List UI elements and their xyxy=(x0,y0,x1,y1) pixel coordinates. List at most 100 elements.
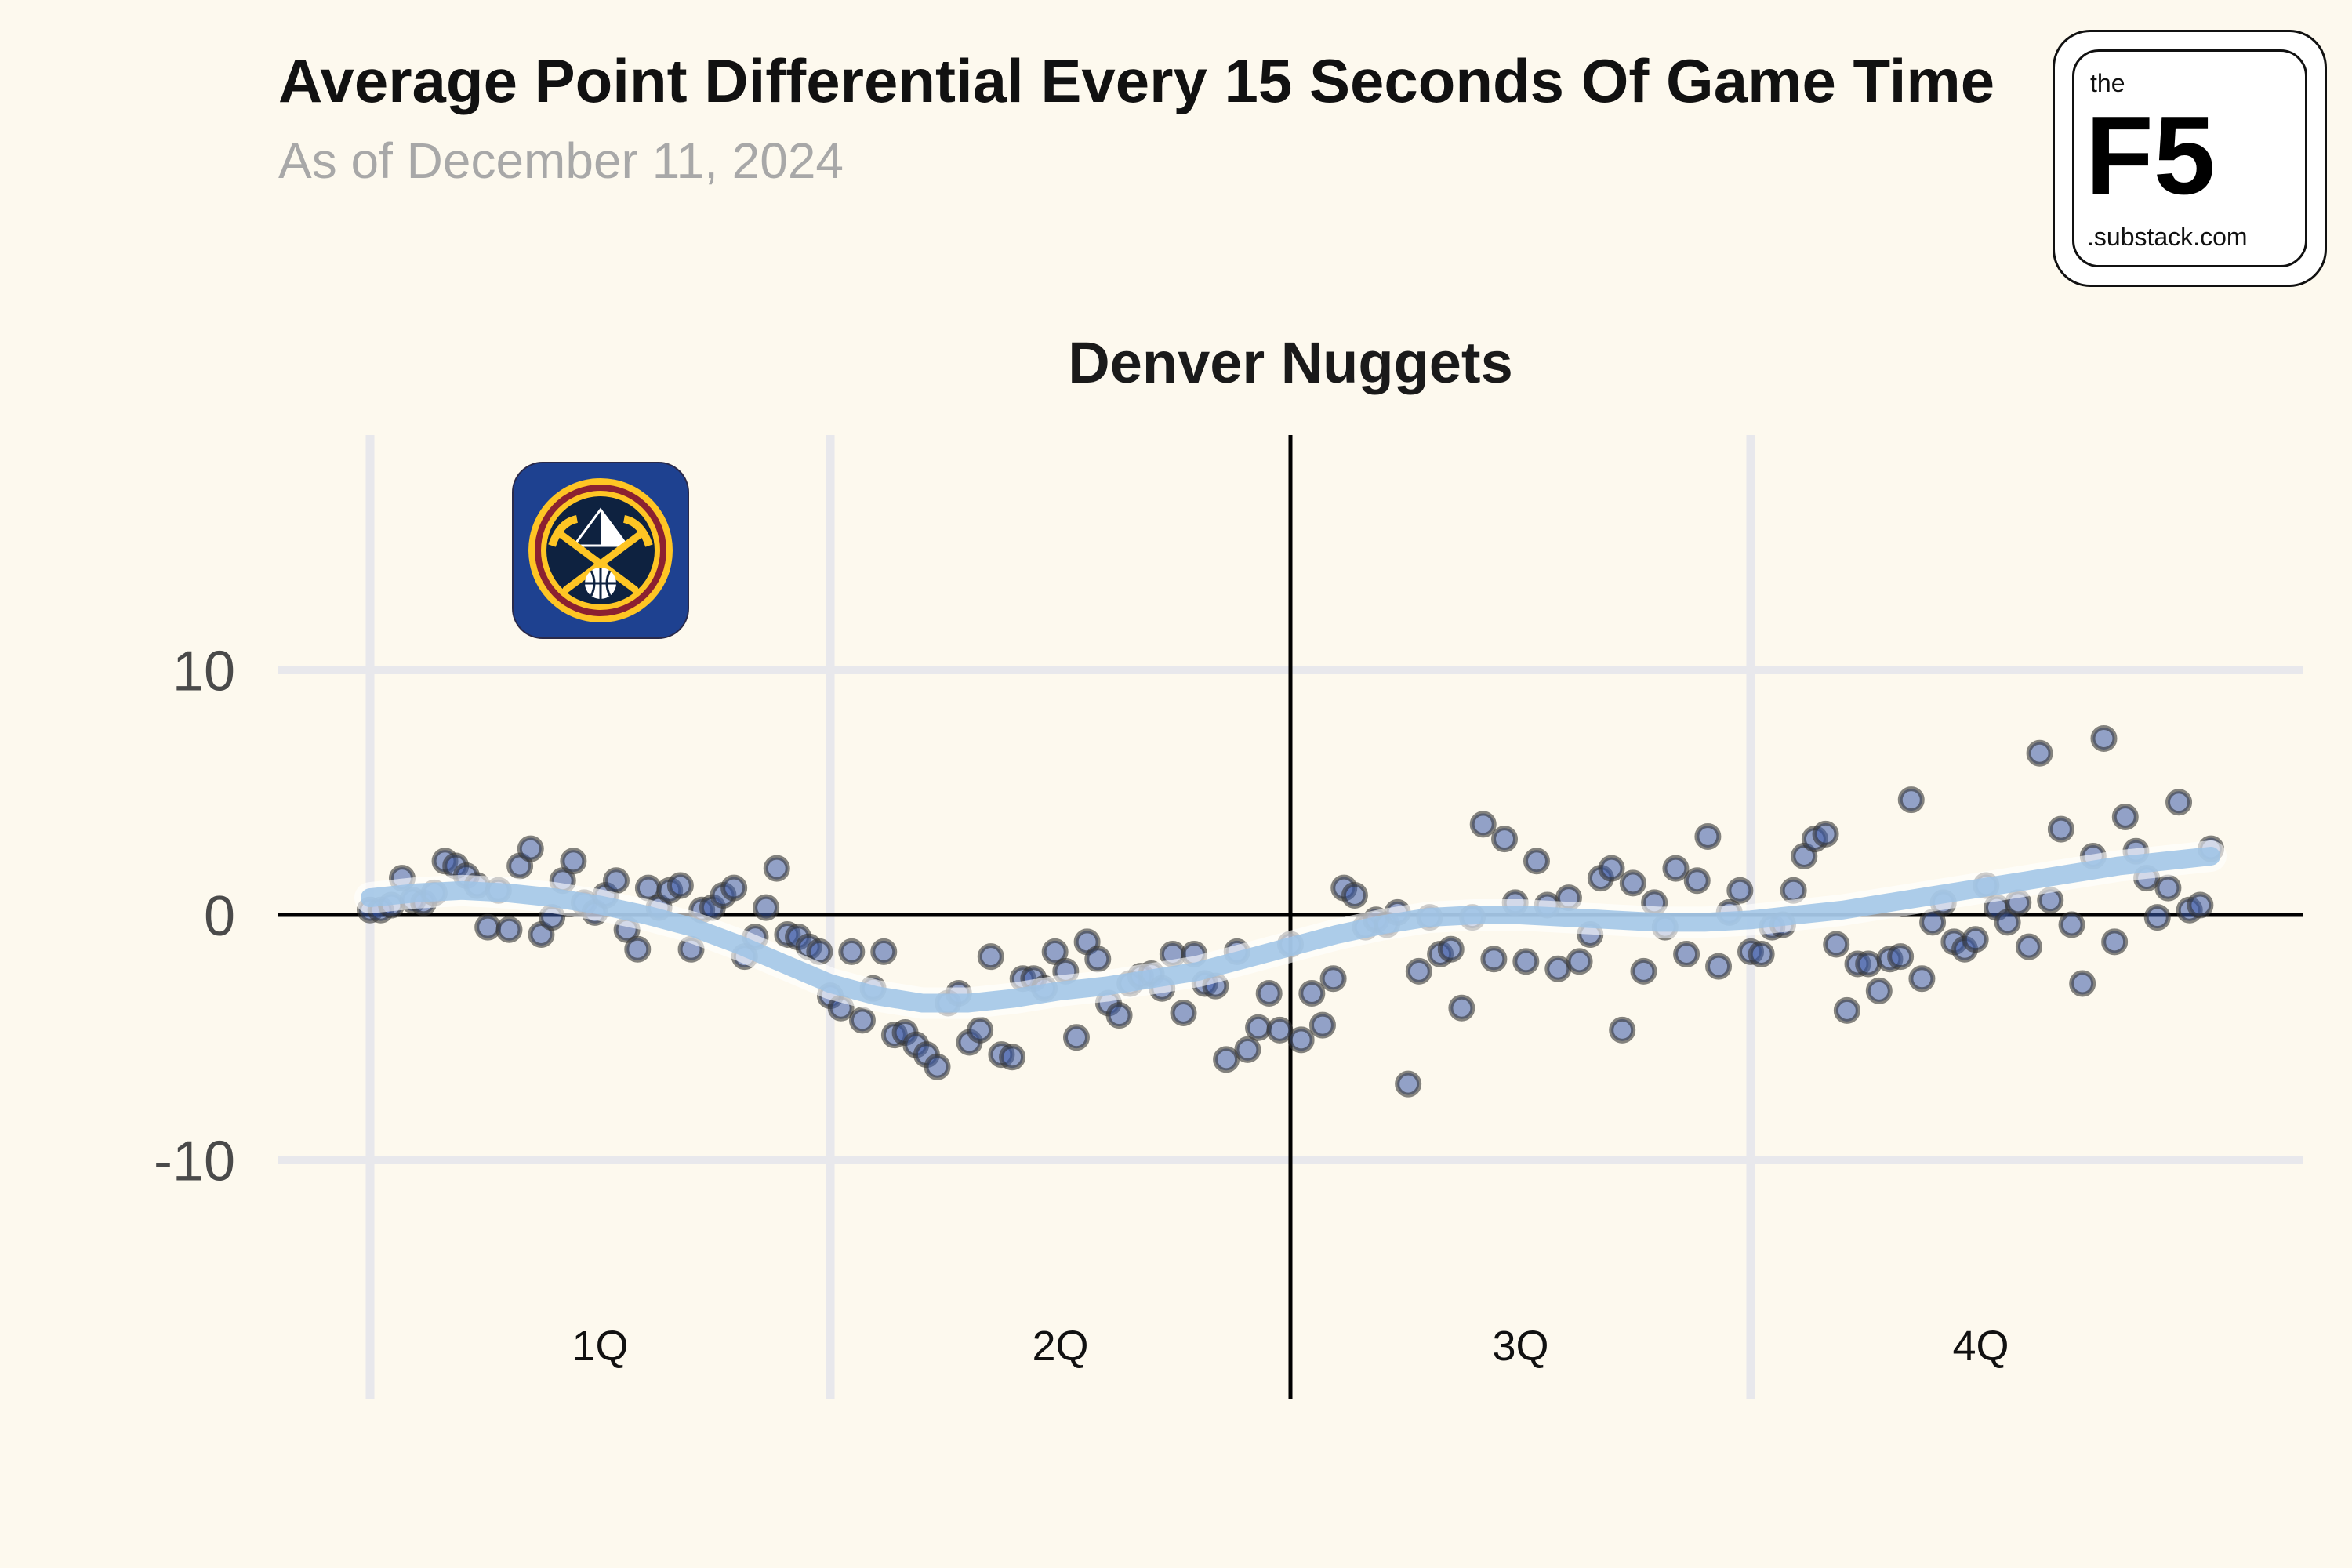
data-point xyxy=(474,913,502,941)
data-point xyxy=(2090,725,2118,752)
data-point xyxy=(1683,867,1711,895)
trend-line-path xyxy=(361,847,2220,1013)
data-point xyxy=(1994,909,2021,936)
y-tick-label: 0 xyxy=(204,885,235,948)
data-point xyxy=(967,1016,994,1044)
data-point xyxy=(1245,1014,1272,1041)
data-point xyxy=(1705,953,1733,980)
data-point xyxy=(2154,874,2182,902)
data-point xyxy=(2143,904,2171,931)
data-point xyxy=(1694,823,1722,850)
data-point xyxy=(1630,957,1657,985)
data-point xyxy=(1897,786,1925,814)
data-point xyxy=(560,848,587,875)
data-point xyxy=(763,855,790,882)
data-point xyxy=(1213,1046,1240,1073)
data-point xyxy=(870,938,898,965)
quarter-label: 3Q xyxy=(1492,1323,1548,1370)
data-point xyxy=(2058,911,2085,938)
data-point xyxy=(753,894,780,921)
data-point xyxy=(1491,826,1519,853)
data-point xyxy=(1748,941,1775,967)
data-point xyxy=(1726,877,1754,904)
y-tick-label: 10 xyxy=(172,641,235,703)
data-point xyxy=(838,938,866,965)
denver-nuggets-logo xyxy=(512,462,689,639)
data-point xyxy=(1544,955,1572,982)
data-point xyxy=(2111,804,2139,830)
data-point xyxy=(720,874,748,902)
data-point xyxy=(848,1007,876,1034)
data-point xyxy=(1865,977,1893,1004)
data-point xyxy=(1780,877,1807,904)
data-point xyxy=(624,935,652,963)
data-point xyxy=(1105,1002,1133,1029)
data-point xyxy=(2026,739,2053,767)
data-point xyxy=(2069,970,2096,997)
logo-the-text: the xyxy=(2090,69,2125,97)
data-point xyxy=(1437,935,1465,963)
data-point xyxy=(1287,1026,1315,1054)
data-point xyxy=(1308,1011,1336,1039)
data-point xyxy=(1448,994,1475,1022)
data-point xyxy=(1170,1000,1197,1026)
data-point xyxy=(1512,948,1540,975)
data-point xyxy=(1255,980,1283,1007)
quarter-label: 4Q xyxy=(1952,1323,2009,1370)
data-point xyxy=(1887,943,1915,971)
trend-line xyxy=(354,840,2227,1019)
chart-date-subtitle: As of December 11, 2024 xyxy=(278,132,844,189)
data-point xyxy=(1823,931,1850,958)
data-point xyxy=(1673,941,1700,967)
y-tick-label: -10 xyxy=(154,1131,235,1193)
axis-labels: -10 0 10 1Q 2Q 3Q 4Q xyxy=(154,641,2009,1370)
mountain-snow xyxy=(601,510,627,546)
data-point xyxy=(1234,1036,1261,1063)
pickaxe-head xyxy=(548,515,579,547)
data-point xyxy=(2101,928,2129,956)
data-point xyxy=(2015,933,2042,960)
data-point xyxy=(2047,815,2074,843)
data-point xyxy=(1341,882,1368,909)
logo-domain-text: .substack.com xyxy=(2087,223,2248,251)
scatter-points xyxy=(357,725,2224,1098)
data-point xyxy=(1266,1016,1294,1044)
data-point xyxy=(1298,980,1326,1007)
data-point xyxy=(1405,957,1432,985)
data-point xyxy=(1395,1070,1422,1098)
data-point xyxy=(1662,855,1690,882)
basketball-seams xyxy=(585,568,616,599)
data-point xyxy=(666,872,694,899)
data-point xyxy=(517,835,544,862)
data-point xyxy=(1598,855,1625,882)
data-point xyxy=(1469,811,1497,838)
data-point xyxy=(1084,946,1112,973)
chart-main-title: Average Point Differential Every 15 Seco… xyxy=(278,46,1995,115)
pickaxe-head xyxy=(622,515,653,547)
data-point xyxy=(602,867,630,895)
data-point xyxy=(1833,996,1860,1024)
data-point xyxy=(1609,1016,1636,1044)
data-point xyxy=(999,1044,1026,1071)
data-point xyxy=(1062,1024,1090,1051)
logo-inner-frame: the F5 .substack.com xyxy=(2072,49,2307,267)
data-point xyxy=(495,916,523,943)
data-point xyxy=(977,943,1004,971)
team-chart-title: Denver Nuggets xyxy=(1068,330,1512,395)
data-point xyxy=(1855,950,1882,978)
pickaxe-icon xyxy=(562,531,644,593)
f5-substack-logo: the F5 .substack.com xyxy=(2053,30,2327,287)
quarter-label: 1Q xyxy=(572,1323,628,1370)
data-point xyxy=(1812,820,1839,848)
data-point xyxy=(1041,938,1069,965)
data-point xyxy=(1908,965,1936,993)
quarter-label: 2Q xyxy=(1032,1323,1088,1370)
data-point xyxy=(2187,891,2214,919)
data-point xyxy=(1566,948,1593,975)
data-point xyxy=(1619,869,1646,897)
logo-brand-text: F5 xyxy=(2085,93,2216,218)
data-point xyxy=(924,1053,951,1080)
data-point xyxy=(1523,848,1550,875)
data-point xyxy=(1962,926,1989,953)
